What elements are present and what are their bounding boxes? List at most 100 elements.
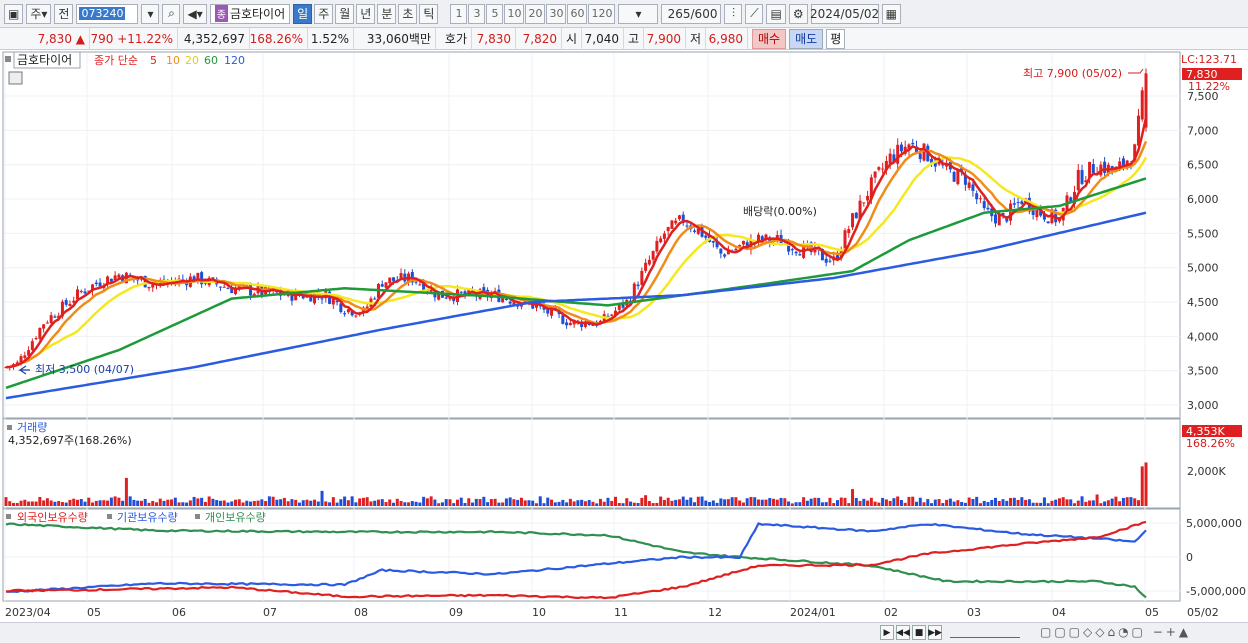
avg-button[interactable]: 평: [826, 28, 846, 49]
interval-button-20[interactable]: 20: [525, 3, 546, 24]
volume-bar: [994, 497, 998, 506]
volume-bar: [580, 499, 584, 506]
volume-bar: [930, 503, 934, 506]
high-price: 7,900: [644, 27, 686, 50]
volume-bar: [158, 498, 162, 506]
period-tab-6[interactable]: 틱: [419, 3, 439, 24]
stock-code-input[interactable]: 073240: [76, 3, 139, 24]
volume-bar: [775, 499, 779, 506]
skip-forward-icon[interactable]: ▶▶: [928, 625, 942, 640]
tool-icons[interactable]: ▢▢▢◇◇⌂◔▢ −+▲: [1040, 625, 1192, 639]
candle-icon[interactable]: ⫶: [724, 3, 743, 24]
volume-bar: [497, 502, 501, 506]
candle-body: [696, 228, 700, 234]
volume-bar: [395, 498, 399, 506]
buy-button[interactable]: 매수: [752, 28, 787, 49]
candle-body: [151, 284, 155, 288]
period-tab-4[interactable]: 분: [377, 3, 397, 24]
interval-button-1[interactable]: 1: [450, 3, 468, 24]
volume-bar: [670, 500, 674, 506]
skip-back-icon[interactable]: ◀◀: [896, 625, 910, 640]
candle-body: [68, 303, 72, 307]
volume-tick-label: 2,000K: [1187, 465, 1226, 478]
interval-input[interactable]: ▾: [618, 3, 659, 24]
volume-bar: [106, 500, 110, 506]
stop-icon[interactable]: ■: [912, 625, 926, 640]
period-tab-1[interactable]: 주: [314, 3, 334, 24]
candle-body: [1012, 203, 1016, 205]
type-select[interactable]: 주 ▾: [26, 3, 52, 24]
volume-bar: [738, 500, 742, 506]
gear-icon[interactable]: ⚙: [788, 3, 808, 24]
volume-bar: [459, 497, 463, 506]
window-icon[interactable]: ▣: [4, 3, 24, 24]
individual-line: [5, 522, 1147, 599]
time-tick-label: 06: [172, 606, 186, 619]
volume-bar: [429, 496, 433, 506]
search-icon[interactable]: ⌕: [162, 3, 181, 24]
period-tab-2[interactable]: 월: [335, 3, 355, 24]
candle-body: [967, 182, 971, 188]
volume-bar: [896, 496, 900, 506]
speaker-icon[interactable]: ◀▾: [183, 3, 207, 24]
line-tool-icon[interactable]: ⟋: [745, 3, 764, 24]
interval-button-120[interactable]: 120: [588, 3, 616, 24]
volume-bar: [399, 500, 403, 506]
period-tab-0[interactable]: 일: [293, 3, 313, 24]
volume-bar: [918, 497, 922, 506]
volume-bar: [151, 500, 155, 506]
volume-bar: [200, 497, 204, 506]
volume-bar: [410, 501, 414, 506]
price-tick-label: 7,500: [1187, 90, 1219, 103]
volume-bar: [892, 498, 896, 506]
volume-bar: [1118, 501, 1122, 506]
date-input[interactable]: 2024/05/02: [810, 3, 879, 24]
bar-count-input[interactable]: 265/600: [661, 3, 722, 24]
stock-chart[interactable]: 3,000 3,500 4,000 4,500 5,000 5,500 6,000 6,500…: [0, 50, 1248, 622]
calendar-icon[interactable]: ▦: [881, 3, 901, 24]
candle-body: [19, 356, 23, 364]
volume-bar: [1073, 503, 1077, 506]
volume-bar: [843, 497, 847, 506]
interval-button-5[interactable]: 5: [486, 3, 504, 24]
period-tab-5[interactable]: 초: [398, 3, 418, 24]
price-tick-label: 6,500: [1187, 159, 1219, 172]
volume-bar: [384, 502, 388, 506]
volume-bar: [534, 503, 538, 506]
volume-bar: [474, 498, 478, 506]
prev-button[interactable]: 전: [54, 3, 74, 24]
volume-bar: [610, 500, 614, 506]
volume-bar: [422, 496, 426, 506]
volume-bar: [380, 499, 384, 506]
period-tab-3[interactable]: 년: [356, 3, 376, 24]
candle-body: [42, 324, 46, 329]
candle-body: [53, 316, 57, 318]
candle-body: [726, 250, 730, 255]
interval-button-30[interactable]: 30: [546, 3, 567, 24]
volume-bar: [519, 497, 523, 506]
volume-bar: [550, 499, 554, 506]
save-icon[interactable]: ▤: [766, 3, 786, 24]
candle-body: [147, 286, 151, 289]
interval-button-60[interactable]: 60: [567, 3, 588, 24]
interval-button-10[interactable]: 10: [504, 3, 525, 24]
volume-bar: [877, 502, 881, 506]
candle-body: [899, 144, 903, 152]
volume-bar: [72, 498, 76, 506]
interval-button-3[interactable]: 3: [468, 3, 486, 24]
volume-bar: [94, 500, 98, 506]
sell-button[interactable]: 매도: [789, 28, 824, 49]
code-dropdown-icon[interactable]: ▾: [141, 3, 160, 24]
calculator-icon[interactable]: [8, 71, 23, 85]
zoom-slider[interactable]: [950, 627, 1020, 638]
scroll-right-icon[interactable]: ▶: [880, 625, 894, 640]
volume-bar: [482, 496, 486, 506]
volume-bar: [677, 499, 681, 506]
volume-bar: [565, 502, 569, 506]
candle-body: [1136, 115, 1140, 146]
volume-bar: [1046, 503, 1050, 506]
volume-bar: [328, 502, 332, 506]
volume-bar: [365, 497, 369, 506]
candle-body: [798, 254, 802, 256]
volume-bar: [790, 503, 794, 506]
